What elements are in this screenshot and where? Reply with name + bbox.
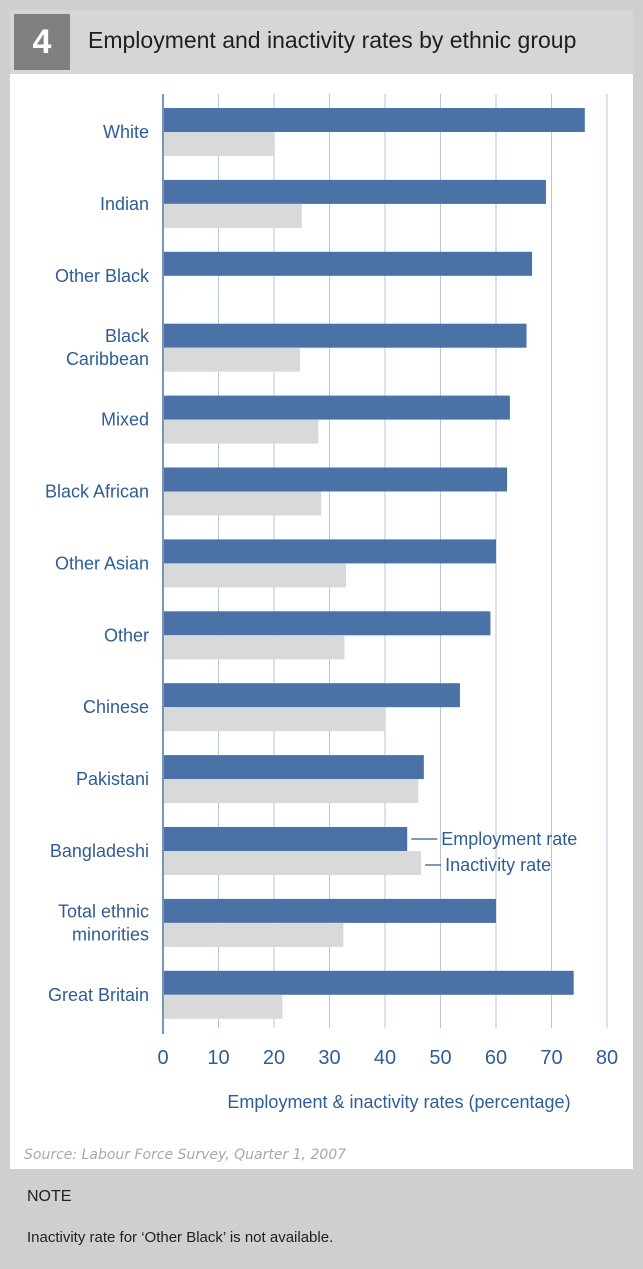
legend-label-1: Inactivity rate: [445, 855, 551, 875]
bar-employment-2: [164, 251, 533, 276]
bar-inactivity-1: [164, 203, 302, 228]
x-tick-label-80: 80: [596, 1047, 618, 1069]
category-label-6: Other Asian: [55, 553, 149, 573]
source-note: Source: Labour Force Survey, Quarter 1, …: [24, 1147, 347, 1163]
x-tick-label-60: 60: [485, 1047, 507, 1069]
bar-employment-4: [164, 395, 510, 420]
category-label-2: Other Black: [55, 266, 150, 286]
note-text: Inactivity rate for ‘Other Black’ is not…: [27, 1229, 334, 1246]
axis: 0 10 20 30 40 50 60 70 80 Employment & inactivity…: [157, 94, 618, 1112]
figure-header: 4 Employment and inactivity rates by eth…: [10, 10, 633, 74]
x-tick-label-50: 50: [429, 1047, 451, 1069]
bar-employment-0: [164, 108, 585, 132]
category-label-8: Chinese: [83, 697, 149, 717]
bar-employment-6: [164, 539, 496, 564]
bar-employment-10: [164, 827, 408, 851]
legend-label-0: Employment rate: [441, 829, 577, 849]
bar-chart: 0 10 20 30 40 50 60 70 80 Employment & inactivity…: [45, 94, 618, 1112]
bar-inactivity-6: [164, 563, 347, 588]
bar-employment-9: [164, 755, 424, 780]
bar-inactivity-9: [164, 779, 419, 804]
category-label-11-line-1: minorities: [72, 924, 149, 944]
bar-employment-5: [164, 467, 508, 492]
category-label-9: Pakistani: [76, 769, 149, 789]
bar-inactivity-0: [164, 132, 274, 156]
bar-inactivity-11: [164, 922, 344, 947]
bar-employment-11: [164, 898, 496, 923]
legend: Employment rate Inactivity rate: [411, 829, 577, 875]
figure-number: 4: [14, 14, 70, 70]
x-axis-title: Employment & inactivity rates (percentag…: [227, 1092, 570, 1112]
bar-inactivity-3: [164, 347, 301, 372]
category-label-4: Mixed: [101, 410, 149, 430]
category-label-0: White: [103, 122, 149, 142]
category-label-1: Indian: [100, 194, 149, 214]
chart-panel: 0 10 20 30 40 50 60 70 80 Employment & inactivity…: [10, 74, 633, 1169]
bar-inactivity-8: [164, 707, 385, 732]
category-label-10: Bangladeshi: [50, 841, 149, 861]
category-label-3-line-1: Caribbean: [66, 349, 149, 369]
note-heading: NOTE: [27, 1188, 72, 1205]
x-tick-label-30: 30: [318, 1047, 340, 1069]
bar-inactivity-4: [164, 419, 319, 444]
bar-employment-7: [164, 611, 491, 636]
bar-employment-12: [164, 970, 574, 995]
bar-inactivity-7: [164, 635, 345, 660]
bar-inactivity-10: [164, 851, 422, 875]
category-label-12: Great Britain: [48, 985, 149, 1005]
category-label-7: Other: [104, 625, 149, 645]
x-tick-label-20: 20: [263, 1047, 285, 1069]
bars: [164, 108, 585, 1019]
category-label-11-line-0: Total ethnic: [58, 901, 149, 921]
category-labels: White Indian Other Black Black Caribbean Mixe…: [45, 122, 150, 1005]
x-tick-label-70: 70: [540, 1047, 562, 1069]
figure-title: Employment and inactivity rates by ethni…: [88, 27, 577, 53]
category-label-3-line-0: Black: [105, 326, 150, 346]
x-tick-label-0: 0: [157, 1047, 168, 1069]
x-tick-label-40: 40: [374, 1047, 396, 1069]
bar-employment-1: [164, 179, 546, 204]
bar-inactivity-12: [164, 994, 283, 1019]
bar-inactivity-5: [164, 491, 322, 516]
x-tick-label-10: 10: [207, 1047, 229, 1069]
bar-employment-3: [164, 323, 527, 348]
category-label-5: Black African: [45, 482, 149, 502]
bar-employment-8: [164, 683, 460, 708]
